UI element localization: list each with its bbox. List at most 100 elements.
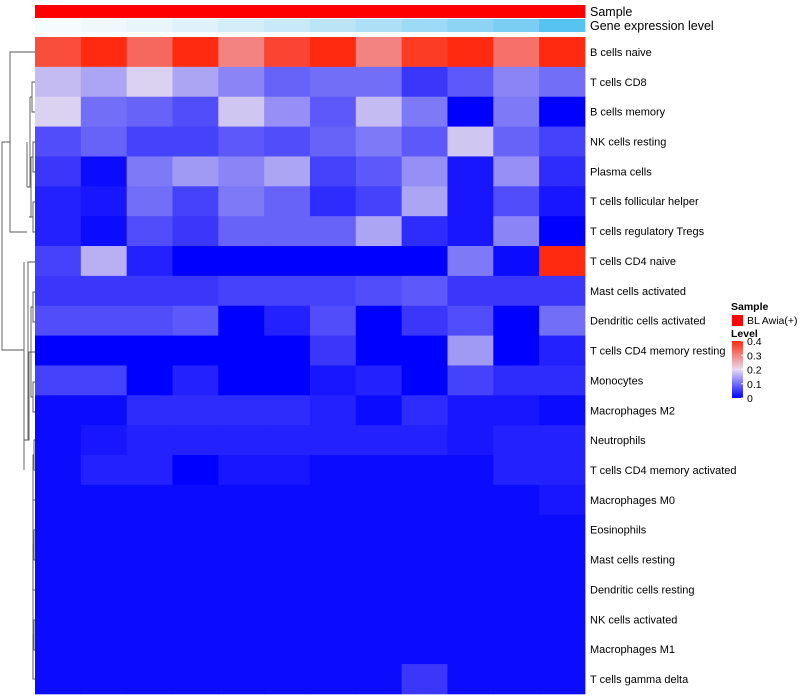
heatmap-cell: [355, 544, 403, 575]
heatmap-cell: [172, 484, 219, 516]
heatmap-cell: [80, 37, 128, 68]
heatmap-cell: [172, 335, 219, 366]
heatmap-cell: [493, 37, 540, 68]
heatmap-cell: [539, 96, 586, 127]
heatmap-cell: [218, 544, 265, 575]
heatmap-cell: [35, 395, 82, 426]
heatmap-cell: [126, 156, 173, 187]
heatmap-cell: [447, 395, 494, 426]
heatmap-cell: [447, 156, 494, 187]
heatmap-cell: [493, 544, 540, 575]
heatmap-cell: [401, 216, 448, 247]
heatmap-cell: [401, 37, 448, 68]
heatmap-cell: [355, 514, 403, 546]
heatmap-cell: [493, 514, 540, 546]
annotation-track-label: Sample: [590, 5, 632, 19]
heatmap-cell: [218, 37, 265, 68]
heatmap-cell: [35, 514, 82, 546]
heatmap-cell: [539, 66, 586, 98]
heatmap-cell: [447, 604, 494, 635]
heatmap-cell: [309, 664, 357, 695]
heatmap-cell: [264, 455, 311, 486]
row-label: Macrophages M1: [590, 644, 675, 656]
heatmap-cell: [35, 96, 82, 127]
heatmap-cell: [539, 37, 586, 68]
heatmap-cell: [172, 186, 219, 217]
heatmap-cell: [493, 335, 540, 366]
heatmap-cell: [80, 484, 128, 516]
heatmap-cell: [401, 66, 448, 98]
heatmap-cell: [309, 216, 357, 247]
heatmap-cell: [126, 216, 173, 247]
heatmap-cell: [539, 484, 586, 516]
annotation-cell: [401, 19, 448, 32]
heatmap-cell: [172, 96, 219, 127]
heatmap-cell: [447, 126, 494, 157]
heatmap-cell: [35, 66, 82, 98]
heatmap-cell: [539, 246, 586, 277]
heatmap-cell: [218, 156, 265, 187]
legend-tick-label: 0.4: [747, 336, 762, 348]
heatmap-cell: [309, 514, 357, 546]
heatmap-cell: [539, 425, 586, 456]
heatmap-cell: [447, 484, 494, 516]
heatmap-cell: [447, 246, 494, 277]
heatmap-cell: [80, 126, 128, 157]
heatmap-cell: [309, 634, 357, 665]
heatmap-cell: [172, 604, 219, 635]
heatmap-cell: [35, 664, 82, 695]
heatmap-cell: [264, 126, 311, 157]
heatmap-cell: [355, 126, 403, 157]
heatmap-cell: [355, 186, 403, 217]
heatmap-cell: [218, 365, 265, 396]
heatmap-cell: [126, 484, 173, 516]
heatmap-cell: [172, 455, 219, 486]
heatmap-cell: [126, 275, 173, 307]
heatmap-cell: [447, 425, 494, 456]
heatmap-cell: [539, 604, 586, 635]
legend-tick-label: 0.3: [747, 350, 762, 362]
annotation-cell: [172, 5, 219, 18]
row-label: Dendritic cells resting: [590, 584, 695, 596]
row-label: NK cells activated: [590, 614, 677, 626]
heatmap-cell: [218, 246, 265, 277]
annotation-cell: [126, 19, 173, 32]
heatmap-cell: [539, 156, 586, 187]
annotation-cell: [264, 5, 311, 18]
heatmap-cell: [172, 156, 219, 187]
heatmap-cell: [493, 574, 540, 605]
annotation-cell: [401, 5, 448, 18]
heatmap-cell: [493, 604, 540, 635]
heatmap-cell: [172, 514, 219, 546]
row-label: T cells CD4 memory activated: [590, 465, 737, 477]
heatmap-cell: [172, 664, 219, 695]
heatmap-cell: [80, 96, 128, 127]
heatmap-cell: [401, 335, 448, 366]
heatmap-cell: [80, 395, 128, 426]
heatmap-cell: [539, 395, 586, 426]
legend-tick-label: 0: [747, 393, 753, 405]
heatmap-cell: [309, 246, 357, 277]
legend-tick-label: 0.1: [747, 379, 762, 391]
heatmap-cell: [401, 395, 448, 426]
heatmap-cell: [264, 66, 311, 98]
heatmap-cell: [447, 186, 494, 217]
heatmap-cell: [355, 335, 403, 366]
heatmap-cell: [172, 37, 219, 68]
heatmap-cell: [80, 544, 128, 575]
heatmap-cell: [539, 455, 586, 486]
heatmap-cell: [172, 425, 219, 456]
heatmap-cell: [401, 275, 448, 307]
heatmap-cell: [264, 544, 311, 575]
heatmap-cell: [126, 365, 173, 396]
heatmap-cell: [172, 305, 219, 336]
heatmap-cell: [401, 305, 448, 336]
heatmap-cell: [80, 186, 128, 217]
heatmap-cell: [309, 395, 357, 426]
heatmap-cell: [35, 126, 82, 157]
heatmap-cell: [126, 634, 173, 665]
row-label: Dendritic cells activated: [590, 316, 706, 328]
legend-sample-swatch: [732, 315, 743, 326]
heatmap-cell: [126, 335, 173, 366]
legend-level-ticks: 0 0.1 0.2 0.3 0.4: [741, 336, 762, 405]
